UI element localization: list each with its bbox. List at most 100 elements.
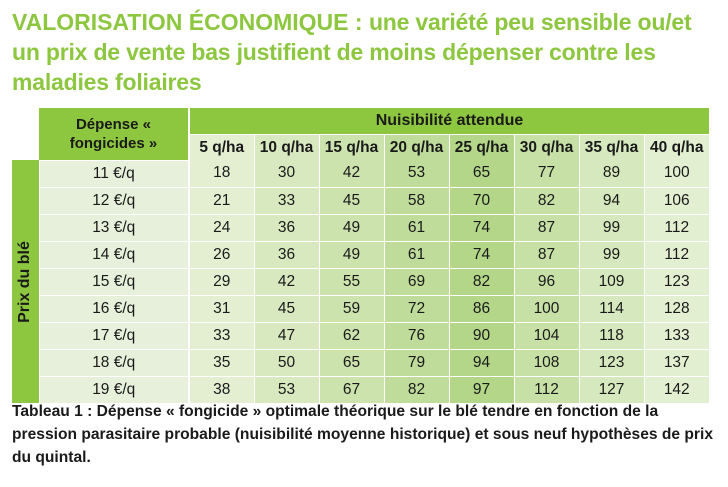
table-cell: 59	[319, 295, 385, 323]
table-corner-blank	[12, 108, 39, 160]
table-cell: 29	[189, 268, 255, 296]
table-cell: 50	[254, 349, 320, 377]
row-label: 19 €/q	[39, 376, 190, 404]
table-cell: 18	[189, 160, 255, 188]
column-header: 20 q/ha	[384, 134, 450, 160]
table-cell: 36	[254, 214, 320, 242]
table-cell: 31	[189, 295, 255, 323]
table-cell: 104	[514, 322, 580, 350]
group-header: Nuisibilité attendue	[189, 108, 709, 135]
column-header: 5 q/ha	[189, 134, 255, 160]
column-header: 10 q/ha	[254, 134, 320, 160]
table-cell: 35	[189, 349, 255, 377]
table-cell: 142	[644, 376, 709, 404]
table-cell: 82	[384, 376, 450, 404]
table-cell: 33	[254, 187, 320, 215]
table-cell: 53	[384, 160, 450, 188]
table-cell: 30	[254, 160, 320, 188]
table-cell: 96	[514, 268, 580, 296]
table-cell: 21	[189, 187, 255, 215]
table-cell: 82	[449, 268, 515, 296]
table-cell: 108	[514, 349, 580, 377]
table-cell: 79	[384, 349, 450, 377]
table-cell: 87	[514, 214, 580, 242]
table-cell: 53	[254, 376, 320, 404]
table-row: 12 €/q 21 33 45 58 70 82 94 106	[12, 187, 709, 215]
table-cell: 99	[579, 241, 645, 269]
corner-header: Dépense « fongicides »	[39, 108, 190, 161]
table-cell: 109	[579, 268, 645, 296]
table-cell: 58	[384, 187, 450, 215]
table-cell: 137	[644, 349, 709, 377]
row-label: 17 €/q	[39, 322, 190, 350]
table-cell: 123	[644, 268, 709, 296]
table-cell: 123	[579, 349, 645, 377]
table-wrapper: Dépense « fongicides » Nuisibilité atten…	[12, 108, 709, 404]
table-cell: 42	[319, 160, 385, 188]
table-cell: 77	[514, 160, 580, 188]
table-cell: 36	[254, 241, 320, 269]
table-cell: 62	[319, 322, 385, 350]
table-cell: 97	[449, 376, 515, 404]
table-cell: 82	[514, 187, 580, 215]
table-body: Prix du blé 11 €/q 18 30 42 53 65 77 89 100 12 €/q…	[12, 160, 709, 404]
table-cell: 38	[189, 376, 255, 404]
table-cell: 45	[319, 187, 385, 215]
table-cell: 42	[254, 268, 320, 296]
table-cell: 69	[384, 268, 450, 296]
table-cell: 106	[644, 187, 709, 215]
table-cell: 112	[514, 376, 580, 404]
table-cell: 90	[449, 322, 515, 350]
table-cell: 128	[644, 295, 709, 323]
table-cell: 118	[579, 322, 645, 350]
row-label: 11 €/q	[39, 160, 190, 188]
table-row: 16 €/q 31 45 59 72 86 100 114 128	[12, 295, 709, 323]
table-row: 17 €/q 33 47 62 76 90 104 118 133	[12, 322, 709, 350]
table-cell: 49	[319, 214, 385, 242]
row-label: 18 €/q	[39, 349, 190, 377]
table-cell: 94	[579, 187, 645, 215]
table-row: Prix du blé 11 €/q 18 30 42 53 65 77 89 100	[12, 160, 709, 403]
table-row: 18 €/q 35 50 65 79 94 108 123 137	[12, 349, 709, 377]
column-header: 40 q/ha	[644, 134, 709, 160]
data-table: Dépense « fongicides » Nuisibilité atten…	[12, 108, 709, 404]
table-cell: 65	[319, 349, 385, 377]
table-cell: 114	[579, 295, 645, 323]
table-cell: 100	[514, 295, 580, 323]
table-cell: 94	[449, 349, 515, 377]
table-cell: 26	[189, 241, 255, 269]
table-cell: 72	[384, 295, 450, 323]
table-cell: 112	[644, 241, 709, 269]
column-header: 25 q/ha	[449, 134, 515, 160]
column-header: 35 q/ha	[579, 134, 645, 160]
table-cell: 61	[384, 214, 450, 242]
table-cell: 47	[254, 322, 320, 350]
table-cell: 86	[449, 295, 515, 323]
table-cell: 74	[449, 214, 515, 242]
row-label: 14 €/q	[39, 241, 190, 269]
table-cell: 127	[579, 376, 645, 404]
table-cell: 100	[644, 160, 709, 188]
headline: VALORISATION ÉCONOMIQUE : une variété pe…	[12, 7, 724, 97]
column-header: 30 q/ha	[514, 134, 580, 160]
table-cell: 61	[384, 241, 450, 269]
table-caption: Tableau 1 : Dépense « fongicide » optima…	[12, 403, 714, 466]
table-row: 14 €/q 26 36 49 61 74 87 99 112	[12, 241, 709, 269]
table-cell: 87	[514, 241, 580, 269]
table-cell: 89	[579, 160, 645, 188]
table-cell: 70	[449, 187, 515, 215]
table-cell: 24	[189, 214, 255, 242]
row-label: 12 €/q	[39, 187, 190, 215]
side-header: Prix du blé	[12, 160, 40, 403]
table-cell: 49	[319, 241, 385, 269]
row-label: 16 €/q	[39, 295, 190, 323]
corner-header-text: Dépense « fongicides »	[69, 115, 158, 152]
table-cell: 74	[449, 241, 515, 269]
table-cell: 112	[644, 214, 709, 242]
table-row: 13 €/q 24 36 49 61 74 87 99 112	[12, 214, 709, 242]
table-cell: 33	[189, 322, 255, 350]
table-cell: 133	[644, 322, 709, 350]
table-row: 15 €/q 29 42 55 69 82 96 109 123	[12, 268, 709, 296]
row-label: 13 €/q	[39, 214, 190, 242]
table-cell: 65	[449, 160, 515, 188]
